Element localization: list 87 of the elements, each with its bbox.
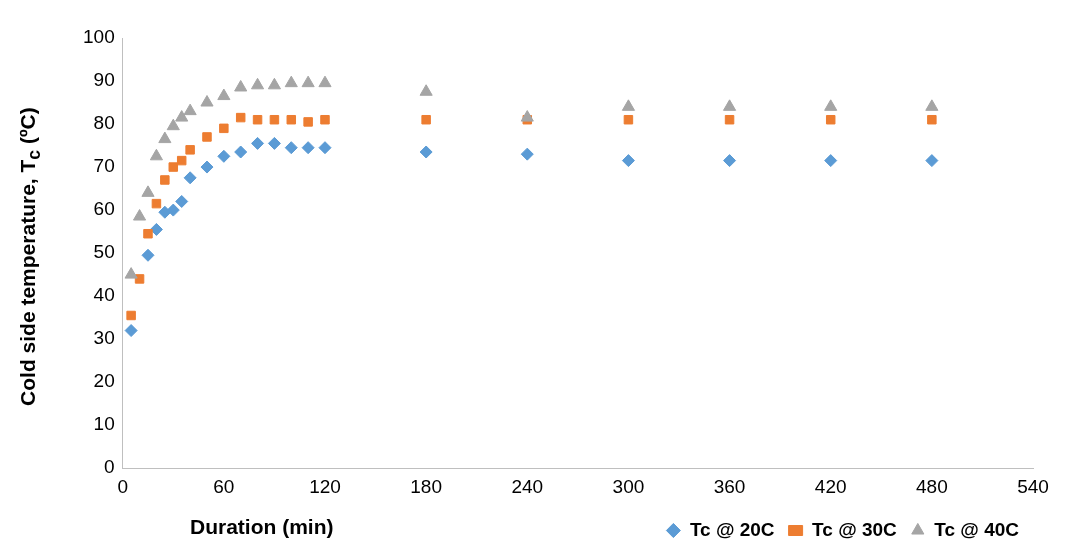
point [175,194,189,208]
x-tick-label: 60 [213,475,235,497]
x-tick-label: 300 [612,475,645,497]
point [269,115,280,125]
point [267,77,281,90]
point [251,77,265,90]
point [175,110,189,122]
point [318,75,332,88]
point [320,115,330,125]
y-tick-label: 0 [104,456,115,478]
point [219,123,229,134]
point [124,324,138,338]
point [141,248,155,262]
x-tick-label: 240 [511,475,544,497]
point [202,132,212,142]
point [166,118,180,131]
point [824,99,838,111]
point [149,148,163,161]
point [149,222,163,236]
point [168,162,179,172]
point [925,154,939,168]
x-tick-label: 180 [410,475,442,497]
point [183,171,197,185]
y-tick-label: 30 [93,327,115,349]
point [234,145,248,159]
point [126,310,136,321]
legend-label: Tc @ 30C [812,518,898,540]
point [176,155,187,166]
point [419,84,433,96]
point [623,115,634,125]
y-tick-label: 90 [93,69,115,91]
point [158,205,172,219]
point [621,154,635,168]
y-tick-label: 20 [93,370,115,392]
point [301,75,315,88]
point [301,141,315,155]
point [217,149,231,163]
point [143,229,153,239]
point [124,267,138,279]
point [160,175,170,185]
y-tick-label: 60 [93,198,115,220]
point [200,160,214,174]
x-tick-label: 420 [814,475,847,497]
point [234,79,248,92]
point [621,99,635,111]
y-tick-label: 100 [83,26,115,48]
y-tick-label: 40 [93,284,115,306]
y-tick-label: 50 [93,241,115,263]
point [723,99,737,111]
point [185,145,195,155]
legend-label: Tc @ 20C [689,518,775,540]
legend-label: Tc @ 40C [934,518,1020,540]
point [318,141,332,155]
x-tick-label: 480 [916,475,948,497]
point [141,185,155,197]
point [286,115,297,125]
point [284,141,298,155]
point [267,136,281,150]
point [252,115,263,125]
point [200,95,214,107]
point [520,110,534,122]
point [421,115,431,125]
point [824,154,838,168]
point [303,117,313,127]
point [925,99,939,111]
x-axis-title: Duration (min) [190,515,334,539]
point [419,145,433,159]
y-tick-label: 10 [93,413,115,435]
y-tick-label: 70 [93,155,115,177]
point [520,147,534,161]
x-tick-label: 540 [1017,475,1049,497]
point [217,88,231,101]
point [158,131,172,144]
point [723,154,737,168]
point [724,115,735,125]
point [825,115,836,125]
point [235,112,246,123]
point [183,103,197,116]
x-tick-label: 120 [309,475,341,497]
point [927,115,937,125]
point [151,198,162,209]
point [251,136,265,150]
point [284,75,298,88]
y-tick-label: 80 [93,112,115,134]
x-tick-label: 360 [713,475,746,497]
point [133,209,147,221]
point [166,203,180,217]
